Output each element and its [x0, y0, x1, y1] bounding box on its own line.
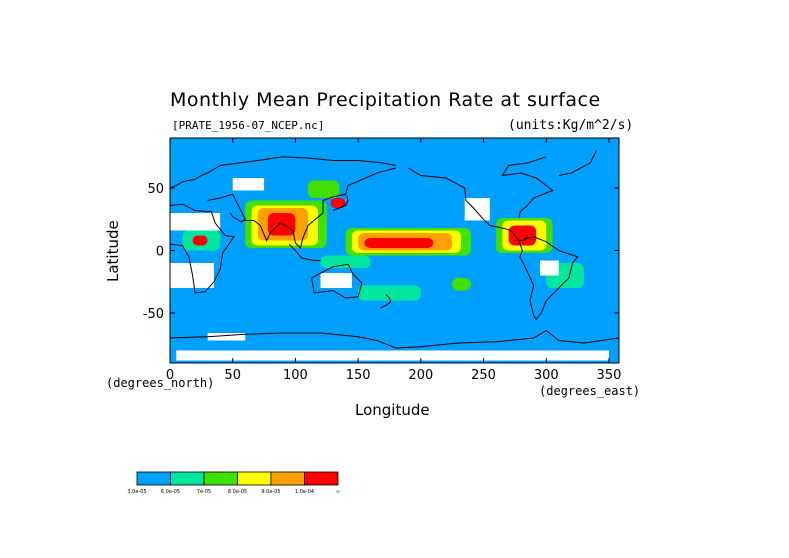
coastline-9	[170, 156, 396, 189]
nodata-region-6	[176, 350, 609, 361]
colorbar-label-6: ∞	[336, 489, 340, 495]
precip-region-15	[364, 238, 434, 248]
x-tick-label-3: 150	[346, 368, 371, 383]
nodata-region-3	[320, 273, 352, 288]
x-tick-label-5: 250	[471, 368, 496, 383]
coastline-1	[207, 193, 246, 223]
colorbar-label-4: 9.0e-05	[261, 489, 280, 495]
colorbar-swatch-4	[270, 471, 305, 486]
precip-region-18	[330, 198, 346, 208]
precip-region-1	[320, 255, 371, 268]
coastline-8	[501, 156, 554, 219]
x-tick-label-6: 300	[534, 368, 559, 383]
precip-region-17	[192, 235, 208, 246]
nodata-region-2	[170, 263, 214, 288]
x-tick-label-7: 350	[597, 368, 622, 383]
coastline-12	[170, 329, 619, 349]
x-tick-label-0: 0	[166, 368, 174, 383]
y-tick-label-0: 50	[147, 182, 164, 197]
colorbar-swatch-3	[237, 471, 272, 486]
colorbar-label-0: 3.0e-05	[127, 489, 146, 495]
x-tick-label-4: 200	[408, 368, 433, 383]
y-tick-label-2: -50	[143, 307, 164, 322]
x-tick-label-1: 50	[224, 368, 241, 383]
colorbar-swatch-0	[136, 471, 171, 486]
coastline-0	[170, 203, 235, 294]
coastline-2	[242, 167, 396, 249]
coastline-6	[408, 167, 528, 241]
colorbar-swatch-2	[203, 471, 238, 486]
colorbar-label-5: 1.0e-04	[295, 489, 314, 495]
x-unit-label: (degrees_east)	[539, 384, 641, 398]
coastline-3	[311, 263, 363, 299]
chart-title: Monthly Mean Precipitation Rate at surfa…	[170, 89, 601, 111]
nodata-region-0	[170, 213, 221, 231]
nodata-region-4	[464, 198, 490, 221]
precip-region-8	[307, 180, 340, 198]
colorbar-label-3: 8.0e-05	[228, 489, 247, 495]
coastline-10	[558, 150, 597, 176]
chart-subtitle-filename: [PRATE_1956-07_NCEP.nc]	[172, 119, 325, 132]
colorbar-label-1: 6.0e-05	[161, 489, 180, 495]
nodata-region-5	[539, 260, 559, 276]
y-tick-label-1: 0	[156, 245, 164, 260]
precip-region-16	[508, 225, 537, 246]
x-axis-label: Longitude	[355, 401, 430, 419]
coastline-7	[518, 236, 579, 321]
colorbar-label-2: 7e-05	[197, 489, 211, 495]
precip-region-7	[452, 278, 472, 291]
nodata-region-7	[207, 333, 246, 341]
precip-region-2	[358, 285, 421, 301]
x-tick-label-2: 100	[283, 368, 308, 383]
colorbar-swatch-1	[170, 471, 205, 486]
colorbar-swatch-5	[304, 471, 339, 486]
units-label: (units:Kg/m^2/s)	[508, 118, 634, 133]
nodata-region-1	[232, 178, 265, 191]
y-unit-label: (degrees_north)	[106, 376, 215, 390]
precip-region-14	[267, 213, 296, 236]
coastline-11	[380, 293, 392, 309]
coastline-4	[332, 195, 349, 211]
coastline-5	[288, 243, 321, 261]
